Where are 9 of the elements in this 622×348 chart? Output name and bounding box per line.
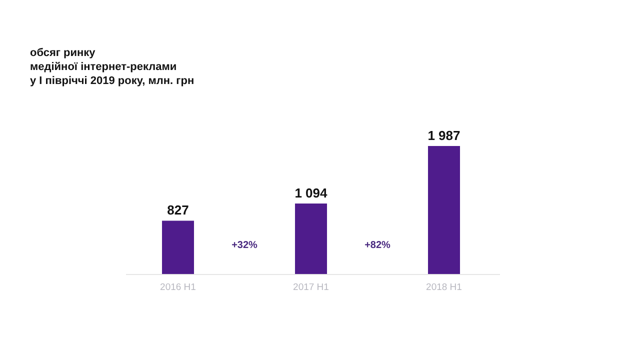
data-label: 1 987 <box>428 128 460 143</box>
x-tick-label: 2018 H1 <box>426 282 462 293</box>
annotation: +82% <box>364 240 391 251</box>
data-label: 827 <box>167 202 189 218</box>
chart-title: обсяг ринку медійної інтернет-реклами у І півріччі 2019 року, млн. грн <box>30 47 194 87</box>
x-tick-label: 2017 H1 <box>293 282 329 293</box>
x-tick-label: 2016 H1 <box>160 282 196 293</box>
annotation: +32% <box>232 240 258 251</box>
data-label: 1 094 <box>294 186 328 201</box>
